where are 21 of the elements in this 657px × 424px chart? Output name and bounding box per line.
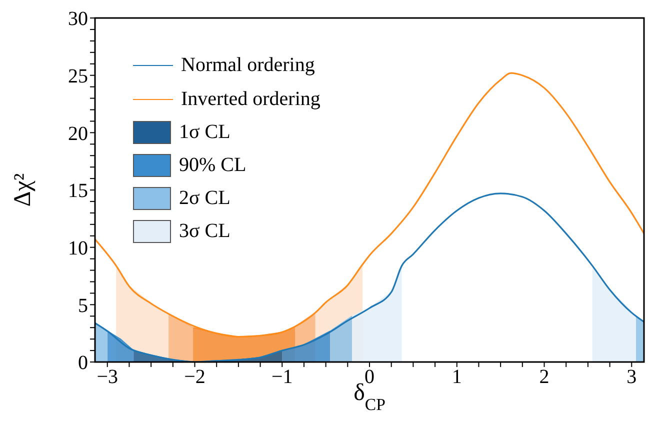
y-axis-title: Δχ²	[10, 173, 36, 207]
y-tick-label: 10	[68, 237, 88, 260]
legend-label: 2σ CL	[179, 187, 230, 210]
x-tick-label: 3	[626, 366, 637, 388]
legend-label: Inverted ordering	[181, 88, 320, 110]
y-tick-label: 30	[68, 8, 88, 30]
line-series	[95, 192, 644, 362]
x-tick-label: −1	[271, 366, 293, 388]
x-tick-label: 2	[539, 366, 550, 388]
x-tick-label: 1	[452, 366, 462, 388]
y-tick-label: 0	[78, 352, 88, 374]
y-tick-label: 20	[68, 122, 88, 145]
y-tick-label: 5	[78, 294, 88, 317]
legend-label: Normal ordering	[181, 54, 315, 76]
x-tick-label: −2	[184, 366, 206, 388]
legend-label: 90% CL	[179, 154, 246, 177]
y-tick-label: 15	[68, 180, 88, 202]
legend-label: 3σ CL	[179, 220, 230, 243]
legend-label: 1σ CL	[179, 121, 230, 144]
x-tick-label: −3	[96, 366, 118, 388]
y-tick-label: 25	[68, 65, 88, 88]
